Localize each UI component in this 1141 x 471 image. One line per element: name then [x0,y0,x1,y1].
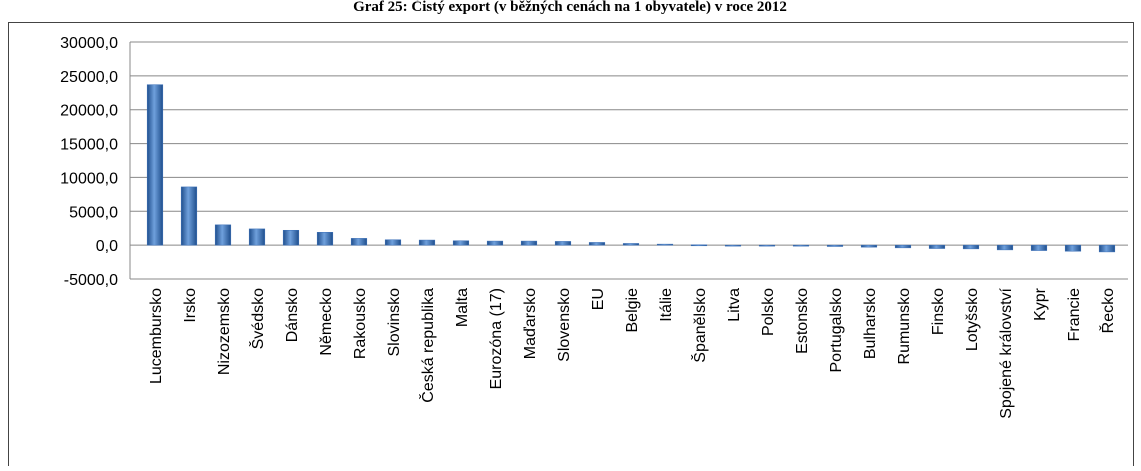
x-tick-label: Itálie [658,288,675,322]
y-tick-label: 20000,0 [60,103,118,120]
bar [758,244,776,247]
x-tick-label: Kypr [1032,287,1049,321]
x-tick-label: Finsko [930,288,947,335]
bar [452,240,470,246]
bar [1030,244,1048,251]
x-tick-label: EU [590,288,607,310]
x-tick-label: Bulharsko [862,288,879,359]
x-tick-label: Řecko [1098,288,1117,333]
bar [520,240,538,246]
bar [1098,244,1116,253]
bar [894,244,912,249]
bar [418,239,436,246]
x-tick-label: Dánsko [284,288,301,342]
bar [724,244,742,247]
x-tick-label: Slovinsko [386,288,403,357]
bar [928,244,946,249]
bar [1064,244,1082,252]
bar [486,240,504,246]
y-tick-label: 15000,0 [60,137,118,154]
x-tick-label: Lotyšsko [964,288,981,351]
x-tick-label: Eurozóna (17) [488,288,505,389]
x-tick-label: Rumunsko [896,288,913,365]
bar [180,186,198,246]
x-tick-label: Belgie [624,288,641,333]
x-tick-label: Španělsko [690,288,709,363]
chart-title: Graf 25: Čistý export (v běžných cenách … [353,0,787,15]
bar [622,243,640,246]
x-tick-label: Slovensko [556,288,573,362]
bar [554,241,572,246]
bar [384,239,402,246]
bar [588,242,606,246]
bar [656,243,674,246]
bar [996,244,1014,251]
x-tick-label: Lucembursko [148,288,165,384]
bar [248,228,266,246]
x-tick-label: Švédsko [248,288,267,349]
y-tick-label: -5000,0 [64,272,118,289]
x-tick-label: Maďarsko [522,288,539,359]
y-tick-label: 10000,0 [60,170,118,187]
x-tick-label: Litva [726,288,743,322]
bar [826,244,844,247]
x-tick-label: Estonsko [794,288,811,354]
y-tick-label: 25000,0 [60,69,118,86]
y-tick-label: 5000,0 [69,204,118,221]
x-tick-label: Portugalsko [828,288,845,373]
x-tick-label: Spojené království [998,287,1015,418]
bar [214,224,232,246]
bar [792,244,810,247]
x-tick-label: Německo [318,288,335,356]
y-tick-label: 0,0 [96,238,118,255]
bar [690,244,708,247]
bar [316,232,334,246]
y-tick-label: 30000,0 [60,35,118,52]
x-tick-label: Česká republika [418,288,437,403]
x-tick-label: Irsko [182,288,199,323]
chart-frame [8,22,1134,471]
x-tick-label: Polsko [760,288,777,336]
bar [350,238,368,246]
x-tick-label: Malta [454,288,471,327]
bar [282,229,300,246]
x-tick-label: Rakousko [352,288,369,359]
bar [860,244,878,248]
x-tick-label: Nizozemsko [216,288,233,375]
bar [146,84,164,246]
x-tick-label: Francie [1066,288,1083,341]
bar [962,244,980,250]
